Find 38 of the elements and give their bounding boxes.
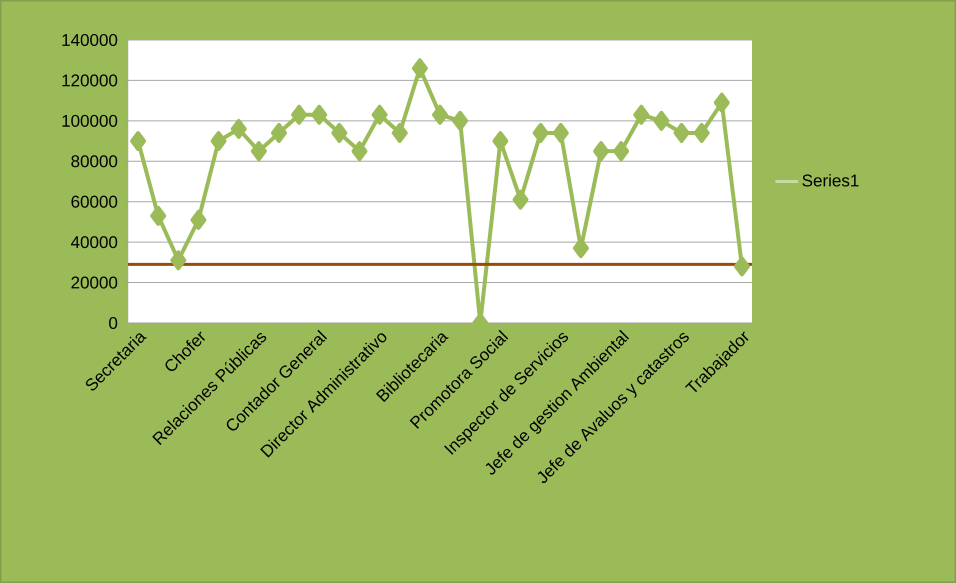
y-tick-label: 80000 — [71, 155, 118, 168]
point — [492, 131, 508, 152]
point — [351, 141, 368, 162]
point — [532, 122, 549, 143]
point — [613, 141, 630, 162]
point — [150, 206, 166, 226]
point — [170, 250, 186, 270]
point — [552, 122, 569, 143]
point — [452, 110, 468, 131]
y-tick-label: 20000 — [71, 276, 118, 289]
point — [190, 210, 206, 230]
point — [593, 141, 610, 162]
y-tick-label: 40000 — [70, 236, 118, 248]
point — [130, 131, 146, 152]
point — [331, 122, 348, 143]
point — [674, 122, 690, 143]
point — [392, 122, 408, 143]
point — [270, 122, 287, 143]
point — [230, 118, 247, 139]
point — [734, 256, 750, 276]
point — [432, 104, 448, 125]
point — [512, 190, 529, 210]
point — [372, 104, 388, 125]
y-tick-label: 100000 — [62, 114, 118, 127]
point — [311, 104, 328, 125]
point — [653, 110, 670, 131]
point — [694, 122, 710, 143]
point — [250, 141, 267, 162]
y-tick-label: 0 — [109, 316, 118, 330]
point — [714, 92, 730, 113]
y-tick-label: 140000 — [62, 34, 118, 46]
point — [291, 104, 308, 125]
point — [412, 58, 428, 78]
point — [210, 131, 227, 152]
y-tick-label: 60000 — [71, 196, 118, 208]
text: Series1 — [802, 174, 858, 187]
y-tick-label: 120000 — [62, 74, 118, 86]
point — [633, 104, 650, 125]
